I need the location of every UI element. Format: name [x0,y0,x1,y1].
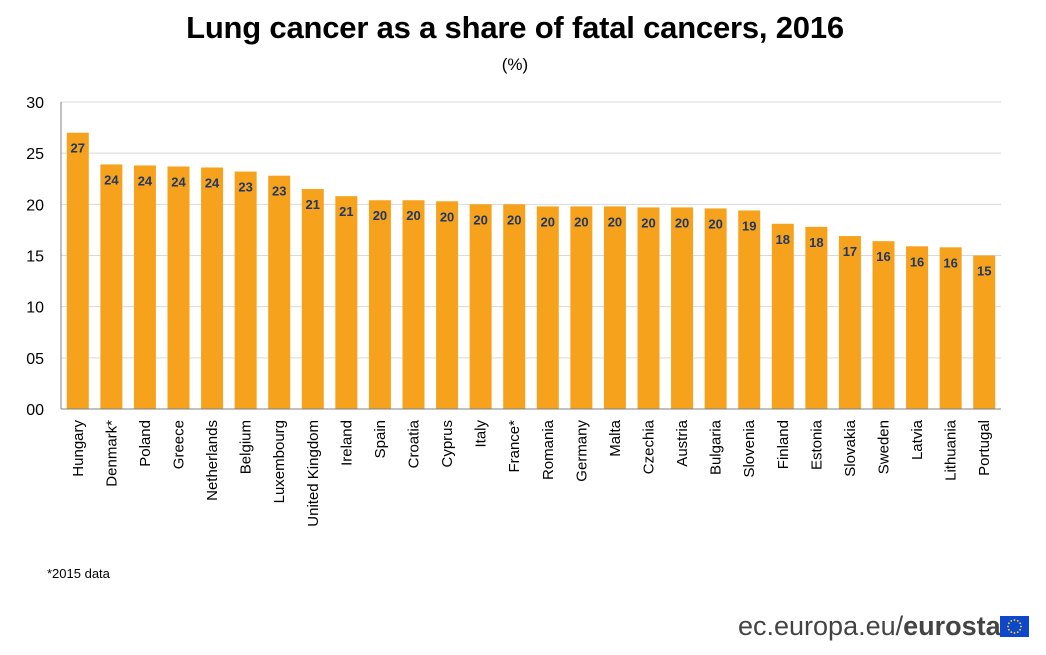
x-tick-label: Poland [137,420,154,467]
y-tick-label: 30 [26,95,44,112]
data-label: 20 [440,209,454,224]
data-label: 16 [910,254,924,269]
x-tick-label: Hungary [70,420,87,477]
bar [436,201,459,409]
bar [906,246,929,409]
data-label: 20 [574,214,588,229]
eurostat-branding[interactable]: ec.europa.eu/eurostat [738,611,1010,645]
x-tick-label: Czechia [641,419,658,474]
brand-name: eurostat [903,611,1010,641]
bar [603,206,626,409]
x-tick-label: Finland [775,420,792,469]
bar [66,132,89,409]
data-label: 21 [339,204,353,219]
eu-flag-icon [1000,616,1029,637]
bar [469,204,492,409]
bar [503,204,526,409]
data-label: 18 [809,235,823,250]
bar-chart: 00 05 10 15 20 25 30 27 Hungary 24 Denmark* 24 Polan… [26,95,1001,527]
bar [973,255,996,409]
y-tick-label: 05 [26,351,44,368]
data-label: 27 [71,141,85,156]
x-tick-label: Bulgaria [708,419,725,475]
data-label: 16 [943,255,957,270]
bar [133,165,156,409]
x-tick-label: Luxembourg [271,420,288,503]
data-label: 20 [507,212,521,227]
bar [939,247,962,409]
footnote: *2015 data [47,566,110,581]
chart-title: Lung cancer as a share of fatal cancers,… [186,10,844,45]
bar [335,196,358,409]
bar [268,175,291,409]
data-label: 24 [104,172,119,187]
x-tick-label: France* [506,420,523,473]
data-label: 19 [742,218,756,233]
data-label: 20 [608,214,622,229]
bar [167,166,190,409]
data-label: 23 [238,180,252,195]
x-tick-label: Belgium [238,420,255,474]
bar [536,206,559,409]
bar [100,164,123,409]
x-tick-label: Lithuania [943,419,960,481]
data-label: 21 [306,197,320,212]
x-tick-label: Malta [607,419,624,456]
bar [402,200,425,409]
data-label: 20 [641,215,655,230]
bar [704,208,727,409]
x-tick-label: Denmark* [103,420,120,487]
x-tick-label: Romania [540,419,557,480]
bar [805,226,828,409]
bar [738,210,761,409]
x-tick-label: Spain [372,420,389,458]
bar [234,171,257,409]
x-tick-label: Portugal [976,420,993,476]
data-label: 16 [876,249,890,264]
data-label: 20 [708,216,722,231]
x-tick-label: Slovenia [741,419,758,477]
data-label: 20 [675,215,689,230]
bar [771,223,794,409]
y-tick-label: 15 [26,249,44,266]
chart-subtitle: (%) [501,55,529,74]
bar [301,188,324,409]
data-label: 17 [843,244,857,259]
data-label: 20 [473,212,487,227]
x-tick-label: Estonia [808,419,825,470]
brand-domain: ec.europa.eu/ [738,611,904,641]
data-label: 20 [406,208,420,223]
data-label: 24 [205,175,220,190]
bar [872,241,895,409]
data-label: 23 [272,184,286,199]
x-tick-label: Greece [171,420,188,469]
data-label: 15 [977,264,991,279]
data-label: 20 [373,208,387,223]
bar [838,236,861,409]
bar [201,167,224,409]
x-tick-label: Italy [473,420,490,448]
x-tick-label: Sweden [876,420,893,474]
data-label: 18 [776,232,790,247]
y-tick-label: 25 [26,146,44,163]
x-tick-label: Ireland [338,420,355,466]
x-tick-label: Croatia [406,419,423,468]
y-tick-label: 20 [26,197,44,214]
y-tick-label: 10 [26,300,44,317]
x-tick-label: Germany [573,420,590,482]
bar [368,200,391,409]
data-label: 20 [541,214,555,229]
bar [671,207,694,409]
x-tick-label: Cyprus [439,420,456,468]
x-tick-label: Netherlands [204,420,221,501]
bar [570,206,593,409]
x-tick-label: United Kingdom [305,420,322,527]
data-label: 24 [171,174,186,189]
x-tick-label: Latvia [909,419,926,460]
x-tick-label: Slovakia [842,419,859,476]
x-tick-label: Austria [674,419,691,466]
data-label: 24 [138,173,153,188]
bar [637,207,660,409]
y-tick-label: 00 [26,402,44,419]
